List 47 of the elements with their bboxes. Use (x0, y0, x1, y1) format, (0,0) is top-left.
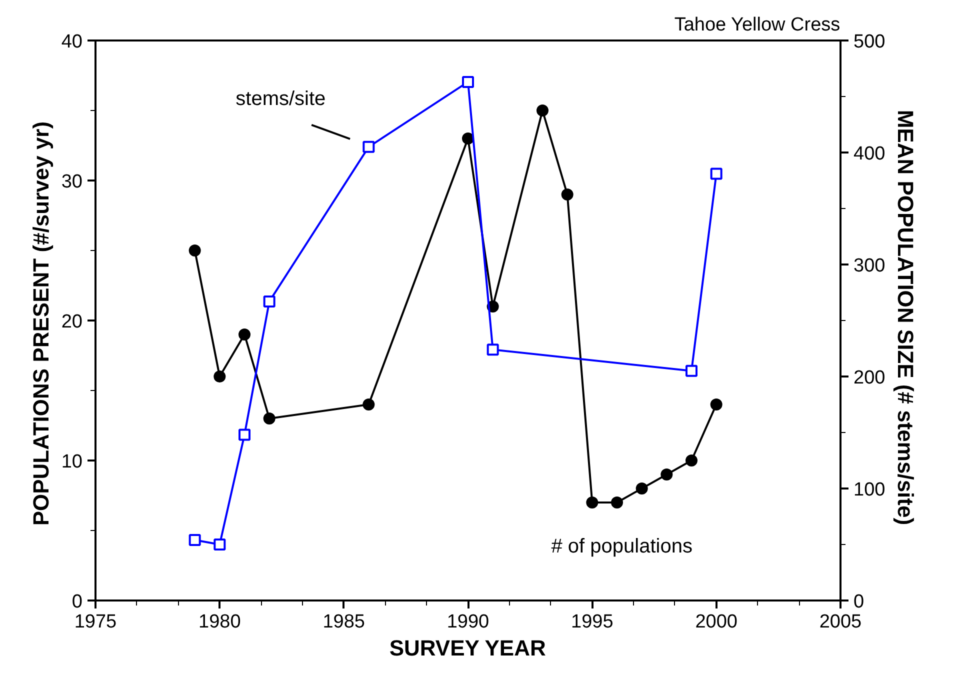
point (362, 140, 375, 153)
point (710, 168, 722, 180)
point (188, 534, 201, 546)
x-tick-label: 1990 (446, 612, 490, 632)
point (188, 244, 201, 256)
y2-tick-label: 0 (854, 592, 864, 612)
point (660, 468, 673, 480)
point (611, 496, 623, 508)
y2-tick-label: 400 (854, 144, 886, 164)
y-tick-label: 30 (61, 172, 83, 192)
y-tick-label: 0 (72, 592, 83, 612)
point (686, 364, 698, 377)
y2-tick-label: 200 (854, 368, 886, 388)
y2-tick-label: 100 (854, 480, 886, 500)
chart-title: Tahoe Yellow Cress (674, 14, 840, 36)
point (486, 344, 499, 356)
point (561, 188, 574, 200)
y2-axis-title: MEAN POPULATION SIZE (# stems/site) (893, 110, 918, 526)
point (263, 295, 276, 308)
series-label: # of populations (551, 536, 692, 558)
point (214, 538, 226, 550)
point (263, 412, 276, 424)
x-axis-title: SURVEY YEAR (389, 636, 546, 660)
point (214, 370, 226, 382)
text: stems/site (236, 88, 326, 110)
point (536, 104, 548, 116)
point (686, 454, 698, 466)
point (462, 76, 474, 88)
x-tick-label: 1985 (322, 612, 365, 632)
x-tick-label: 1995 (571, 612, 614, 632)
y2-tick-label: 500 (854, 32, 886, 52)
point (462, 132, 474, 144)
point (238, 428, 250, 441)
x-tick-label: 1975 (74, 612, 117, 632)
point (636, 482, 648, 494)
point (710, 398, 722, 410)
point (362, 398, 375, 410)
x-tick-label: 2005 (819, 612, 862, 632)
y-tick-label: 40 (61, 32, 83, 52)
point (238, 328, 250, 340)
x-tick-label: 2000 (695, 612, 738, 632)
y-tick-label: 20 (61, 312, 83, 332)
y2-tick-label: 300 (854, 256, 886, 276)
x-tick-label: 1980 (198, 612, 241, 632)
y-axis-title: POPULATIONS PRESENT (#/survey yr) (28, 121, 54, 526)
y-tick-label: 10 (61, 452, 83, 472)
point (586, 496, 598, 508)
